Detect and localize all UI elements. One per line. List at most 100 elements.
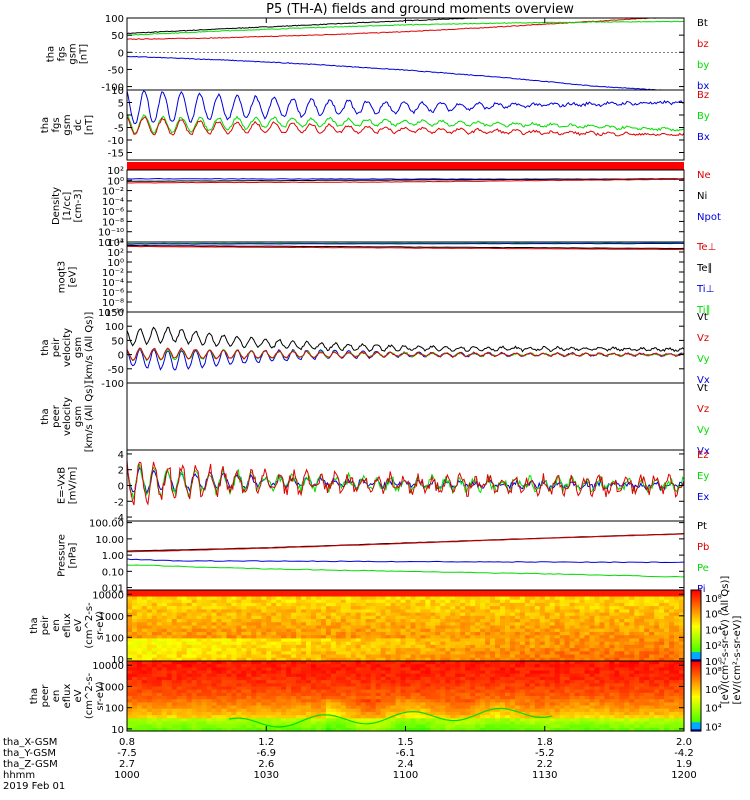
spectrogram-cell (380, 692, 387, 697)
spectrogram-cell (271, 654, 277, 659)
spectrogram-cell (127, 615, 133, 620)
spectrogram-cell (410, 590, 417, 594)
y-tick-label: 100 (105, 322, 124, 333)
spectrogram-cell (281, 667, 287, 672)
spectrogram-cell (579, 664, 586, 668)
spectrogram-cell (201, 654, 208, 659)
spectrogram-cell (674, 599, 680, 604)
spectrogram-cell (594, 686, 601, 691)
spectrogram-cell (485, 638, 491, 643)
spectrogram-cell (445, 635, 451, 639)
spectrogram-cell (639, 599, 645, 604)
spectrogram-cell (435, 692, 441, 697)
spectrogram-cell (544, 670, 551, 675)
spectrogram-cell (549, 689, 556, 694)
spectrogram-cell (395, 708, 402, 713)
spectrogram-cell (485, 727, 491, 732)
y-axis-label: [eV] (68, 267, 79, 288)
spectrogram-cell (639, 670, 645, 675)
spectrogram-cell (161, 689, 168, 694)
spectrogram-cell (554, 683, 561, 688)
spectrogram-cell (325, 683, 332, 688)
spectrogram-cell (584, 638, 591, 643)
spectrogram-cell (380, 724, 387, 729)
spectrogram-cell (136, 699, 143, 703)
spectrogram-cell (420, 686, 426, 691)
spectrogram-cell (196, 708, 203, 713)
spectrogram-cell (594, 635, 601, 639)
spectrogram-cell (127, 680, 133, 684)
spectrogram-cell (614, 673, 620, 678)
spectrogram-cell (534, 667, 541, 672)
spectrogram-cell (132, 606, 138, 610)
spectrogram-cell (360, 593, 367, 597)
spectrogram-cell (524, 724, 531, 729)
spectrogram-cell (231, 593, 237, 597)
spectrogram-cell (221, 715, 228, 719)
spectrogram-cell (654, 619, 660, 623)
y-axis-label: gsm (73, 337, 84, 358)
spectrogram-cell (425, 724, 431, 729)
spectrogram-cell (490, 657, 496, 662)
spectrogram-cell (316, 727, 322, 732)
spectrogram-cell (405, 661, 412, 665)
spectrogram-cell (156, 648, 163, 652)
spectrogram-cell (345, 696, 352, 700)
spectrogram-cell (151, 692, 158, 697)
spectrogram-cell (161, 680, 168, 684)
spectrogram-cell (405, 632, 412, 636)
spectrogram-cell (380, 680, 387, 684)
spectrogram-cell (425, 619, 431, 623)
spectrogram-cell (375, 670, 382, 675)
spectrogram-cell (435, 673, 441, 678)
spectrogram-cell (251, 686, 257, 691)
spectrogram-cell (544, 683, 551, 688)
spectrogram-cell (390, 721, 397, 726)
spectrogram-cell (450, 615, 456, 620)
spectrogram-cell (281, 727, 287, 732)
spectrogram-cell (311, 683, 317, 688)
spectrogram-cell (390, 667, 397, 672)
spectrogram-cell (271, 699, 277, 703)
spectrogram-cell (291, 602, 297, 607)
spectrogram-cell (569, 680, 576, 684)
spectrogram-cell (311, 673, 317, 678)
spectrogram-cell (465, 680, 471, 684)
spectrogram-cell (127, 673, 133, 678)
spectrogram-cell (514, 708, 521, 713)
spectrogram-cell (246, 625, 252, 630)
spectrogram-cell (674, 638, 680, 643)
spectrogram-cell (450, 651, 456, 656)
spectrogram-cell (355, 606, 362, 610)
spectrogram-cell (146, 599, 153, 604)
spectrogram-cell (146, 689, 153, 694)
spectrogram-cell (475, 635, 481, 639)
spectrogram-cell (559, 667, 566, 672)
y-axis-label: E=-VxB (57, 467, 68, 504)
spectrogram-cell (206, 641, 213, 646)
spectrogram-cell (221, 638, 228, 643)
spectrogram-cell (440, 602, 446, 607)
spectrogram-cell (609, 727, 615, 732)
spectrogram-cell (345, 632, 352, 636)
spectrogram-cell (395, 612, 402, 617)
y-tick-label: -50 (108, 365, 124, 376)
spectrogram-cell (335, 602, 342, 607)
spectrogram-cell (206, 651, 213, 656)
spectrogram-cell (455, 661, 461, 665)
spectrogram-cell (291, 670, 297, 675)
legend-Ey: Ey (697, 471, 709, 482)
spectrogram-cell (475, 609, 481, 614)
spectrogram-cell (395, 615, 402, 620)
spectrogram-cell (236, 718, 242, 723)
spectrogram-cell (405, 644, 412, 649)
spectrogram-cell (574, 593, 581, 597)
spectrogram-cell (306, 724, 312, 729)
spectrogram-cell (519, 593, 526, 597)
spectrogram-cell (470, 628, 476, 633)
spectrogram-cell (534, 648, 541, 652)
spectrogram-cell (559, 638, 566, 643)
spectrogram-cell (529, 724, 536, 729)
spectrogram-cell (226, 727, 233, 732)
spectrogram-cell (316, 619, 322, 623)
